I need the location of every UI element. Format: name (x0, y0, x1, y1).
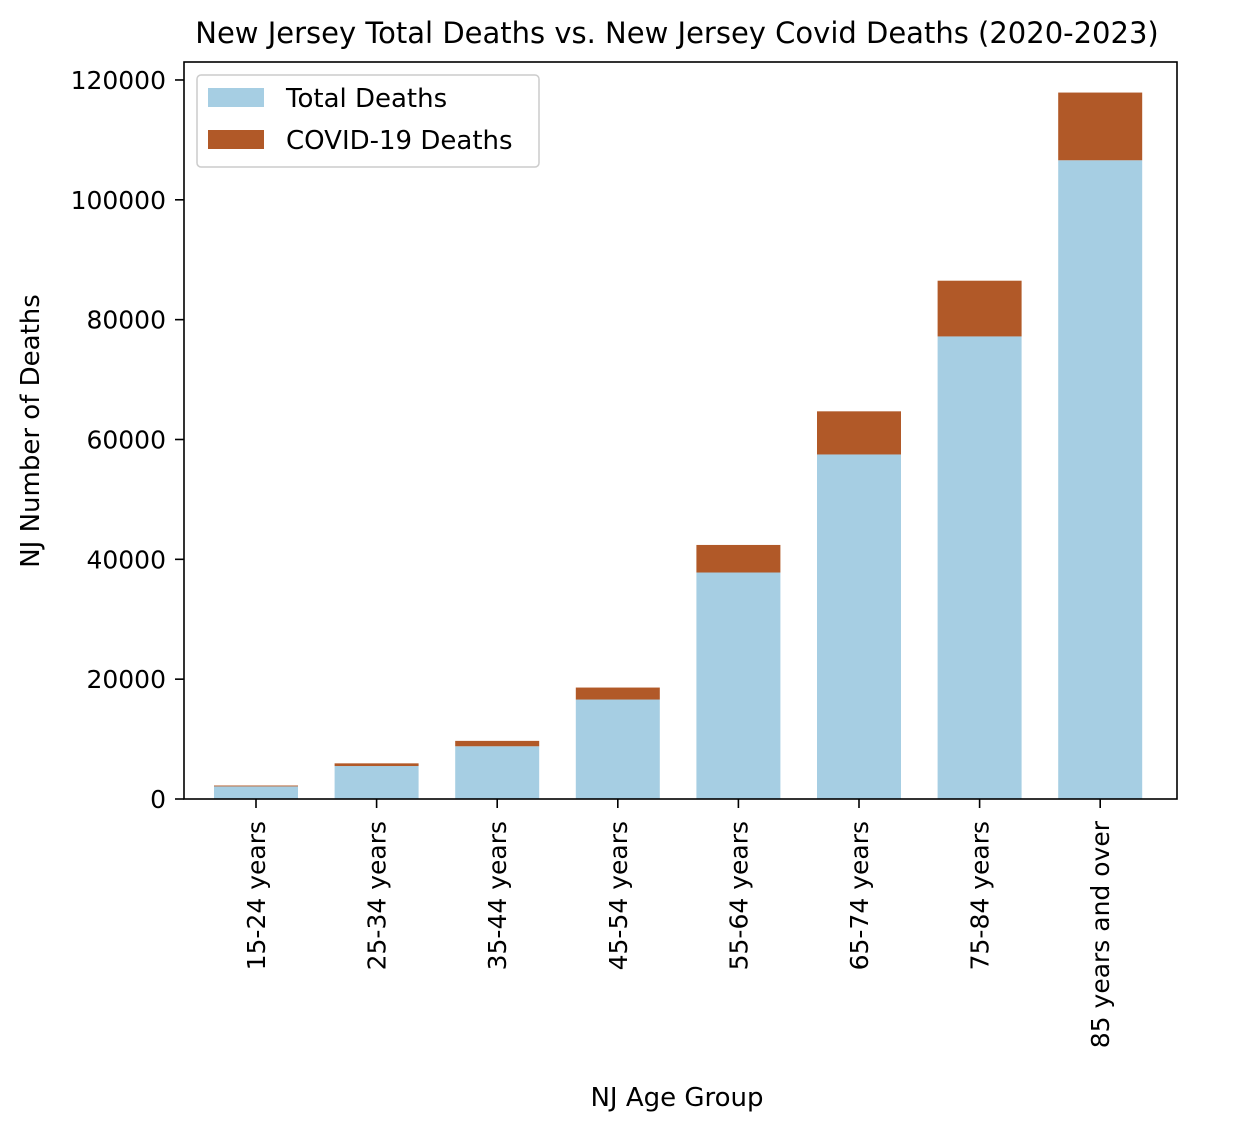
y-tick-label: 0 (150, 785, 166, 814)
y-axis: 0 20000 40000 60000 80000 100000 120000 (71, 66, 184, 814)
y-tick-label: 20000 (86, 665, 166, 694)
bar-covid-deaths (817, 411, 901, 455)
bar-total-deaths (455, 746, 540, 799)
bars-layer (214, 92, 1143, 799)
x-tick-label: 35-44 years (483, 821, 512, 970)
y-tick-label: 60000 (86, 425, 166, 454)
x-tick-label: 85 years and over (1086, 820, 1115, 1048)
x-tick-label: 55-64 years (724, 821, 753, 970)
bar-total-deaths (696, 572, 781, 799)
y-tick-label: 100000 (71, 186, 166, 215)
legend-label-total-deaths: Total Deaths (285, 84, 447, 114)
bar-total-deaths (214, 786, 298, 799)
chart-title: New Jersey Total Deaths vs. New Jersey C… (195, 16, 1158, 50)
bar-total-deaths (1058, 160, 1143, 799)
bar-total-deaths (334, 766, 419, 799)
bar-total-deaths (817, 454, 901, 799)
legend: Total Deaths COVID-19 Deaths (196, 74, 540, 168)
x-axis-label: NJ Age Group (590, 1083, 763, 1113)
x-tick-label: 65-74 years (845, 821, 874, 970)
x-axis: 15-24 years 25-34 years 35-44 years 45-54 y… (242, 799, 1115, 1048)
bar-total-deaths (937, 336, 1022, 799)
bar-covid-deaths (1058, 92, 1143, 161)
y-tick-label: 120000 (71, 66, 166, 95)
bar-total-deaths (575, 699, 660, 799)
y-tick-label: 40000 (86, 545, 166, 574)
legend-box (196, 74, 540, 168)
legend-label-covid-deaths: COVID-19 Deaths (286, 126, 513, 156)
bar-covid-deaths (937, 280, 1022, 337)
y-tick-label: 80000 (86, 306, 166, 335)
bar-covid-deaths (455, 740, 540, 747)
legend-swatch-covid-deaths (208, 130, 264, 149)
bar-covid-deaths (334, 763, 419, 767)
bar-covid-deaths (696, 544, 781, 573)
x-tick-label: 45-54 years (604, 821, 633, 970)
x-tick-label: 25-34 years (363, 821, 392, 970)
y-axis-label: NJ Number of Deaths (16, 294, 46, 568)
bar-covid-deaths (575, 687, 660, 700)
x-tick-label: 15-24 years (242, 821, 271, 970)
plot-frame (183, 61, 1178, 800)
legend-swatch-total-deaths (208, 88, 264, 107)
x-tick-label: 75-84 years (966, 821, 995, 970)
bar-covid-deaths (214, 785, 298, 787)
